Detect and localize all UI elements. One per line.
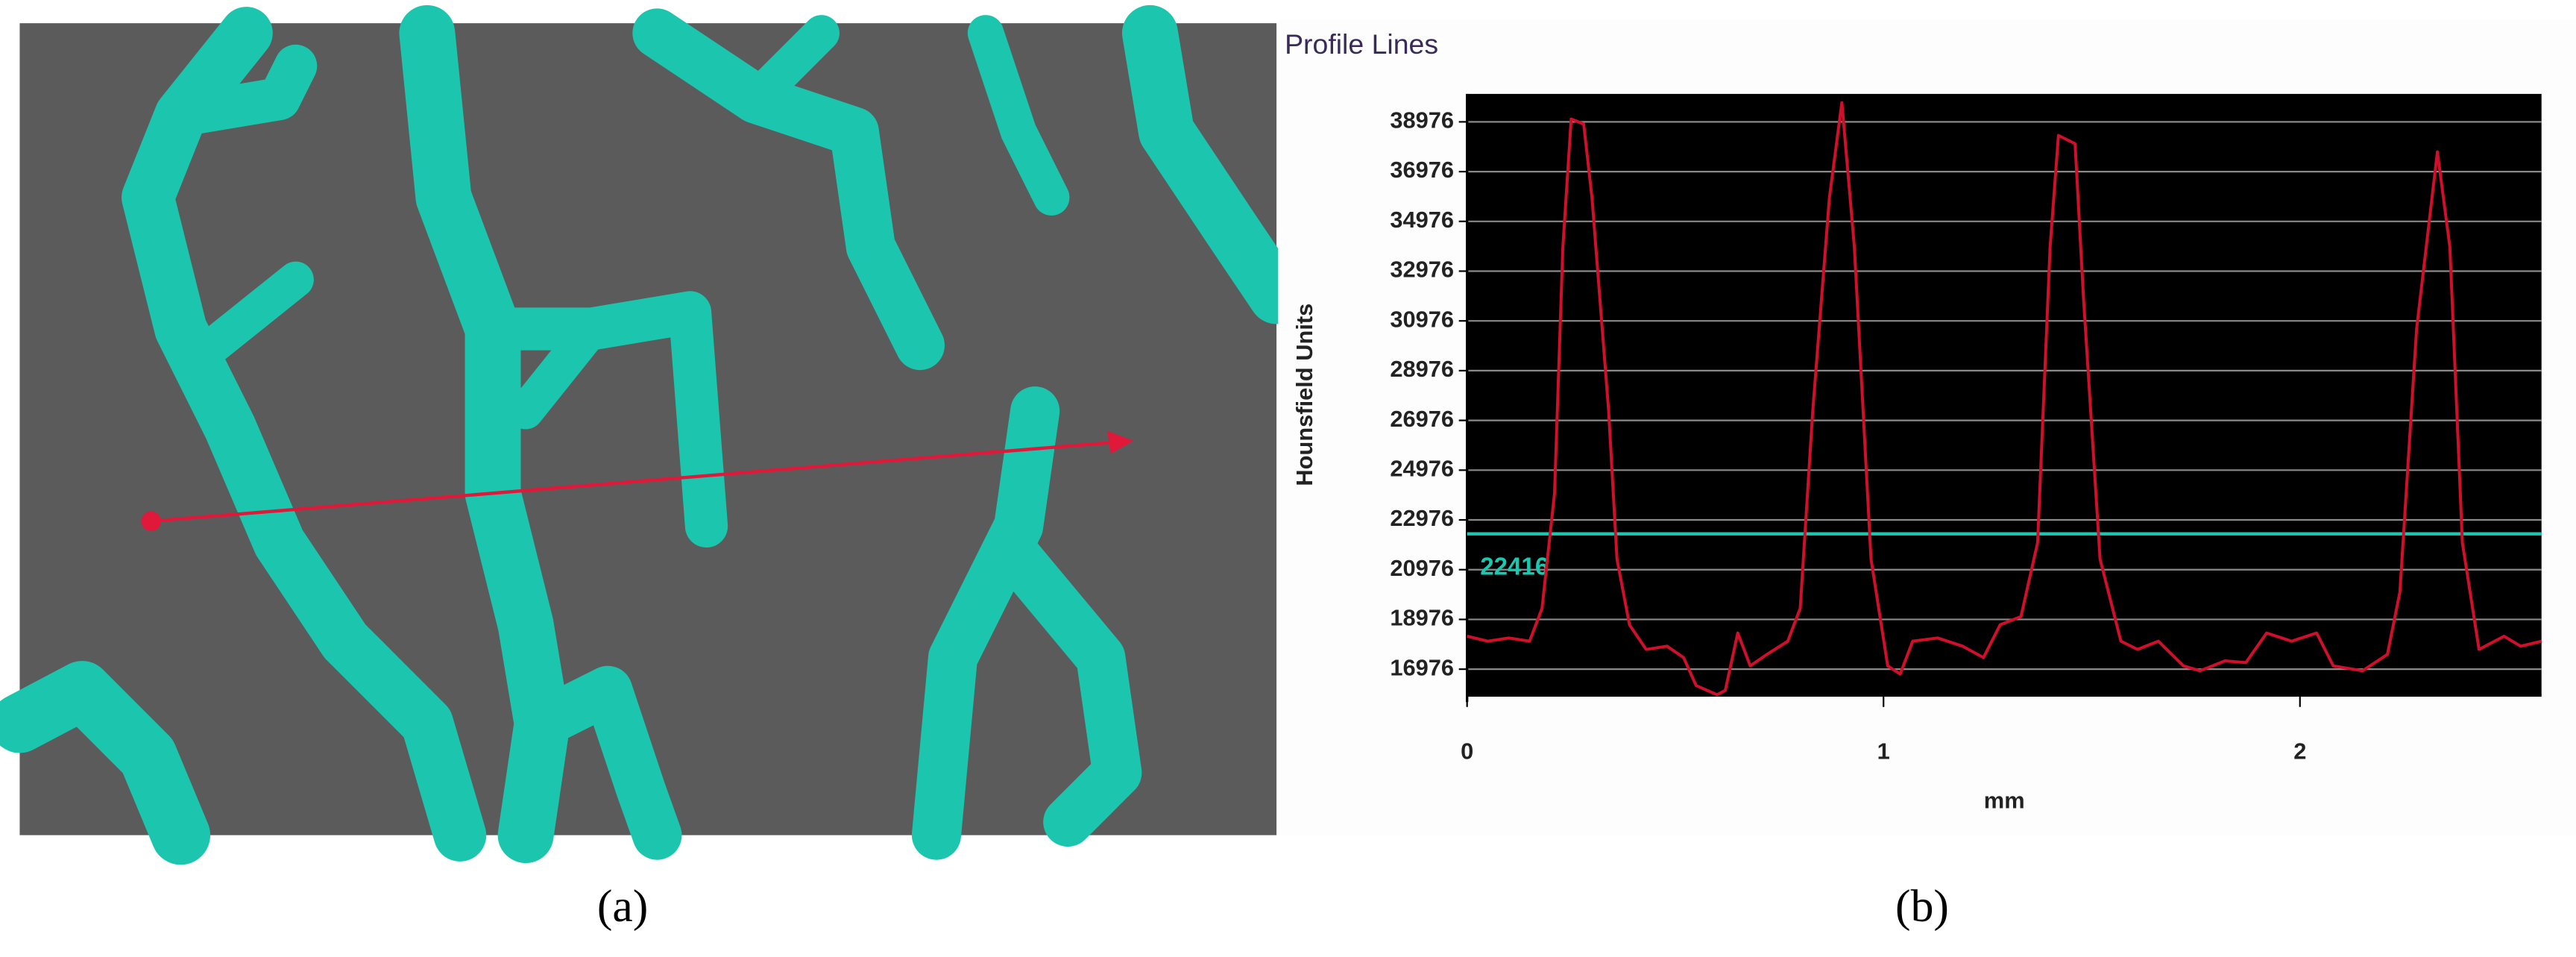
y-tick-label: 18976 (1390, 605, 1454, 631)
x-axis-label: mm (1984, 788, 2025, 814)
y-tick-label: 22976 (1390, 505, 1454, 531)
threshold-label: 22416 (1480, 553, 1549, 581)
y-tick-label: 16976 (1390, 654, 1454, 680)
y-tick-label: 30976 (1390, 306, 1454, 332)
y-axis-label: Hounsfield Units (1291, 304, 1317, 486)
y-tick-label: 36976 (1390, 157, 1454, 183)
y-tick-label: 20976 (1390, 555, 1454, 581)
y-tick-label: 26976 (1390, 406, 1454, 432)
x-tick-label: 1 (1877, 738, 1890, 765)
caption: (b) (1895, 881, 1949, 932)
x-tick-label: 0 (1461, 738, 1473, 765)
y-tick-label: 28976 (1390, 356, 1454, 382)
y-tick-label: 24976 (1390, 455, 1454, 481)
chart-title: Profile Lines (1285, 28, 1438, 60)
plot-area (1467, 93, 2542, 696)
ct-image (0, 4, 1305, 865)
y-tick-label: 32976 (1390, 257, 1454, 283)
caption: (a) (597, 881, 648, 932)
x-tick-label: 2 (2293, 738, 2306, 765)
y-tick-label: 38976 (1390, 107, 1454, 134)
y-tick-label: 34976 (1390, 207, 1454, 233)
profile-line (1467, 101, 2542, 697)
